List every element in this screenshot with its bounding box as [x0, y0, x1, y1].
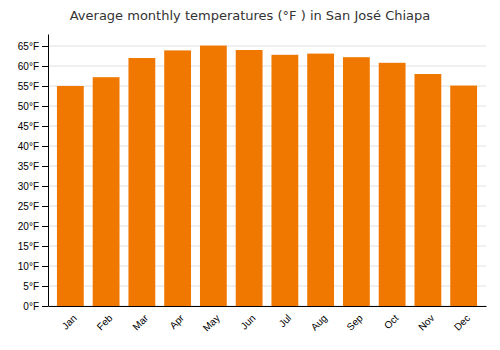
- x-tick-label: Jul: [277, 312, 294, 329]
- x-tick: Aug: [309, 312, 329, 332]
- bar: [450, 86, 477, 306]
- y-tick-label: 25°F: [18, 201, 39, 212]
- x-tick-label: Aug: [309, 312, 329, 332]
- y-tick-mark: [42, 106, 48, 107]
- bars: [57, 46, 477, 306]
- y-tick-label: 45°F: [18, 121, 39, 132]
- x-tick-label: Jan: [60, 312, 79, 331]
- bar: [164, 50, 191, 306]
- y-tick: 50°F: [18, 101, 48, 112]
- x-tick: Feb: [95, 312, 115, 332]
- x-tick: Jan: [60, 312, 79, 331]
- y-tick-mark: [42, 306, 48, 307]
- x-tick-label: Feb: [95, 312, 115, 332]
- x-tick: Oct: [382, 312, 401, 331]
- x-tick-label: Nov: [416, 312, 436, 332]
- title: Average monthly temperatures (°F ) in Sa…: [70, 8, 431, 23]
- bar: [200, 46, 227, 306]
- x-tick-label: Sep: [345, 312, 366, 333]
- x-tick: Sep: [345, 312, 366, 333]
- y-tick-mark: [42, 246, 48, 247]
- y-tick-label: 30°F: [18, 181, 39, 192]
- bar: [93, 77, 120, 306]
- y-tick-label: 55°F: [18, 81, 39, 92]
- y-axis-line: [48, 35, 49, 307]
- y-tick: 20°F: [18, 221, 48, 232]
- y-tick-mark: [42, 126, 48, 127]
- y-axis: 0°F 5°F 10°F 15°F 20°F 25°F 30°F 35°F 40°F 45°F 50…: [18, 35, 49, 312]
- x-tick: Apr: [167, 312, 186, 331]
- chart: 0°F 5°F 10°F 15°F 20°F 25°F 30°F 35°F 40°F 45°F 50…: [0, 0, 500, 350]
- plot: 0°F 5°F 10°F 15°F 20°F 25°F 30°F 35°F 40°F 45°F 50…: [18, 35, 487, 334]
- y-tick-label: 15°F: [18, 241, 39, 252]
- y-tick: 30°F: [18, 181, 48, 192]
- x-tick-label: Jun: [238, 312, 257, 331]
- y-tick: 35°F: [18, 161, 48, 172]
- bar: [236, 50, 263, 306]
- y-tick-label: 35°F: [18, 161, 39, 172]
- x-tick: May: [201, 312, 222, 333]
- y-tick-mark: [42, 266, 48, 267]
- bar: [414, 74, 441, 306]
- y-tick-label: 5°F: [23, 281, 39, 292]
- y-tick-label: 50°F: [18, 101, 39, 112]
- x-axis-line: [49, 306, 487, 307]
- y-tick-mark: [42, 46, 48, 47]
- bar: [57, 86, 84, 306]
- bar: [128, 58, 155, 306]
- y-tick: 10°F: [18, 261, 48, 272]
- y-tick-mark: [42, 146, 48, 147]
- y-tick-mark: [42, 226, 48, 227]
- grid: [48, 46, 486, 306]
- y-tick: 40°F: [18, 141, 48, 152]
- y-tick-label: 65°F: [18, 41, 39, 52]
- y-tick-mark: [42, 166, 48, 167]
- bar: [379, 63, 406, 306]
- y-tick-mark: [42, 206, 48, 207]
- y-tick: 45°F: [18, 121, 48, 132]
- y-tick-label: 20°F: [18, 221, 39, 232]
- x-tick: Jun: [238, 312, 257, 331]
- x-tick: Nov: [416, 312, 436, 332]
- y-tick-mark: [42, 86, 48, 87]
- y-tick-label: 60°F: [18, 61, 39, 72]
- y-tick-mark: [42, 66, 48, 67]
- bar: [307, 54, 334, 306]
- y-tick-label: 10°F: [18, 261, 39, 272]
- y-tick: 5°F: [23, 281, 48, 292]
- y-tick: 15°F: [18, 241, 48, 252]
- y-tick-label: 40°F: [18, 141, 39, 152]
- x-tick-label: Apr: [167, 312, 186, 331]
- y-tick: 55°F: [18, 81, 48, 92]
- x-tick-label: Dec: [452, 312, 472, 332]
- y-tick: 25°F: [18, 201, 48, 212]
- x-tick: Mar: [130, 312, 150, 332]
- x-tick-label: Mar: [130, 312, 150, 332]
- y-tick: 65°F: [18, 41, 48, 52]
- bar: [343, 57, 370, 306]
- bar: [271, 55, 298, 306]
- y-tick-label: 0°F: [23, 301, 39, 312]
- grid-line: [48, 66, 486, 67]
- y-tick: 0°F: [23, 301, 48, 312]
- y-tick: 60°F: [18, 61, 48, 72]
- grid-line: [48, 46, 486, 47]
- x-axis: Jan Feb Mar Apr May Jun Jul Aug Sep Oct Nov Dec: [49, 307, 487, 334]
- x-tick-label: May: [201, 312, 222, 333]
- x-tick: Jul: [277, 312, 294, 329]
- x-tick: Dec: [452, 312, 472, 332]
- x-tick-label: Oct: [382, 312, 401, 331]
- y-tick-mark: [42, 286, 48, 287]
- y-tick-mark: [42, 186, 48, 187]
